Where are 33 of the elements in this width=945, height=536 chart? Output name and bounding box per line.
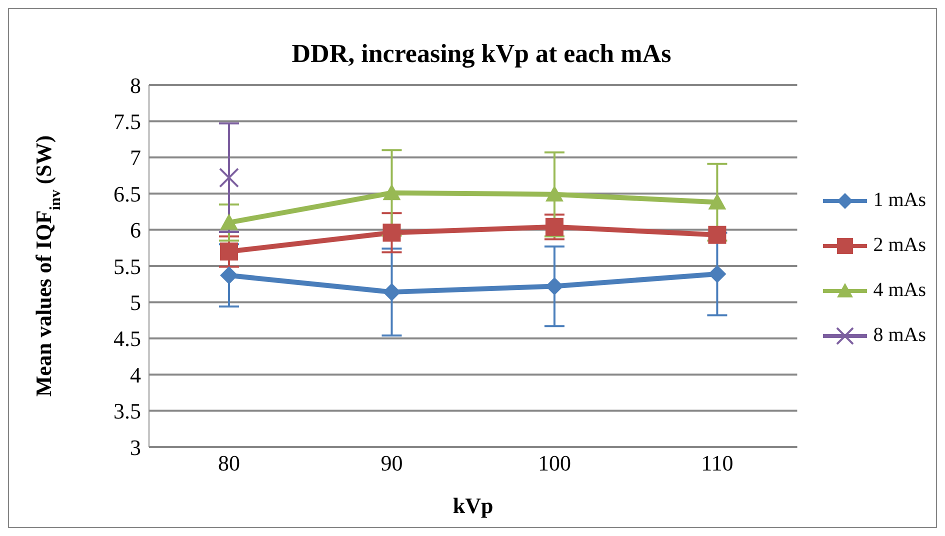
y-tick-label: 3 xyxy=(130,434,141,460)
y-tick-label: 3.5 xyxy=(114,398,141,424)
y-tick-label: 5 xyxy=(130,290,141,316)
point xyxy=(219,168,239,188)
y-tick-label: 4.5 xyxy=(114,326,141,352)
point xyxy=(220,214,238,230)
point xyxy=(382,184,401,200)
legend-label: 4 mAs xyxy=(873,279,926,302)
x-tick-label: 110 xyxy=(701,450,734,476)
x-axis-title: kVp xyxy=(452,493,494,518)
point xyxy=(545,218,564,236)
point xyxy=(708,226,726,244)
point xyxy=(220,266,238,284)
legend-label: 2 mAs xyxy=(873,234,926,257)
point xyxy=(382,283,401,302)
chart-title: DDR, increasing kVp at each mAs xyxy=(290,39,672,69)
point xyxy=(382,224,401,242)
y-tick-label: 7 xyxy=(130,145,141,170)
y-tick-label: 7.5 xyxy=(114,109,141,134)
point xyxy=(545,185,564,202)
point xyxy=(708,193,726,210)
y-tick-label: 6 xyxy=(130,218,141,243)
point xyxy=(220,242,238,261)
legend-label: 1 mAs xyxy=(873,189,926,212)
point xyxy=(708,264,726,283)
y-tick-label: 8 xyxy=(130,72,141,98)
y-tick-label: 4 xyxy=(130,362,141,388)
x-tick-label: 90 xyxy=(380,450,403,476)
x-tick-label: 100 xyxy=(538,450,571,476)
y-tick-label: 6.5 xyxy=(114,181,141,206)
x-tick-label: 80 xyxy=(218,450,240,476)
legend-label: 8 mAs xyxy=(873,324,926,347)
y-tick-label: 5.5 xyxy=(114,254,141,279)
